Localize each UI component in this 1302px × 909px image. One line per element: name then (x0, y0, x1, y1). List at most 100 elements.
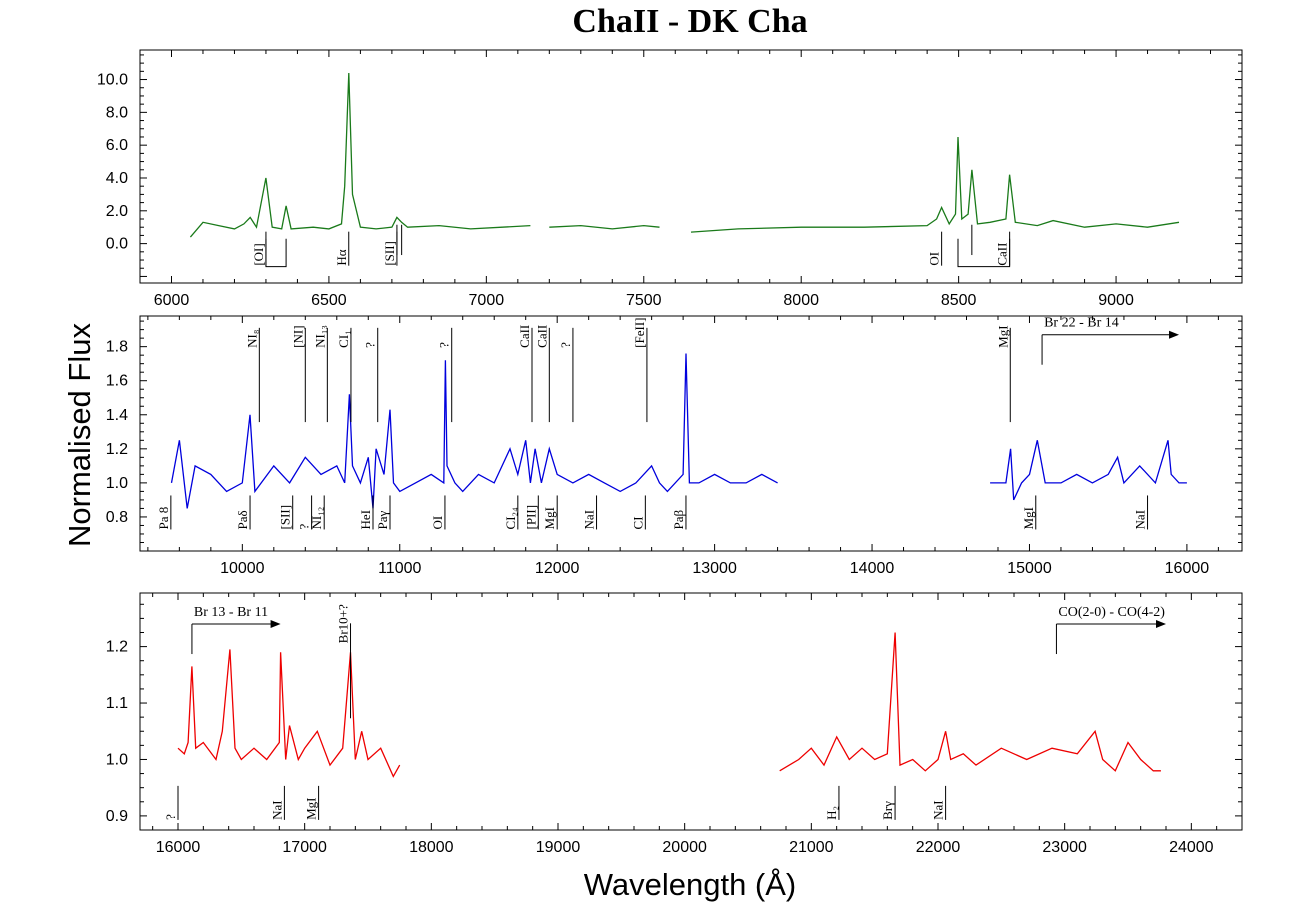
x-tick-label: 10000 (220, 560, 265, 577)
spectral-line-label: CI₁ (336, 330, 351, 348)
x-tick-label: 21000 (789, 839, 834, 856)
spectrum-series-2 (990, 440, 1187, 501)
x-axis-label: Wavelength (Å) (584, 867, 797, 902)
spectral-line-label: Br10+? (336, 604, 351, 643)
x-tick-label: 11000 (378, 560, 421, 577)
y-tick-label: 8.0 (106, 104, 128, 121)
x-tick-label: 7000 (469, 292, 505, 309)
x-tick-label: 13000 (692, 560, 737, 577)
spectral-line-label: H₂ (824, 806, 839, 820)
doublet-bracket (265, 238, 287, 268)
x-tick-label: 15000 (1007, 560, 1052, 577)
y-tick-label: 0.8 (106, 509, 128, 526)
spectral-line-label: NI₁₂ (309, 507, 324, 530)
spectral-line-label: CaII (995, 243, 1010, 266)
x-tick-label: 17000 (282, 839, 327, 856)
spectrum-series-2 (779, 632, 1161, 772)
y-tick-label: 0.9 (106, 808, 128, 825)
spectral-line-label: Paδ (235, 510, 250, 529)
y-tick-label: 1.4 (106, 407, 128, 424)
y-axis-label: Normalised Flux (62, 323, 97, 547)
spectrum-series-1 (170, 353, 778, 509)
x-tick-label: 14000 (850, 560, 895, 577)
x-tick-label: 18000 (409, 839, 454, 856)
y-tick-label: 4.0 (106, 170, 128, 187)
plot-frame (139, 592, 1243, 831)
figure-title: ChaII - DK Cha (572, 3, 807, 40)
spectral-line-label: Paγ (375, 510, 390, 529)
spectral-line-label: [OI] (251, 243, 266, 265)
y-tick-label: 1.0 (106, 751, 128, 768)
spectral-line-label: ? (363, 342, 378, 348)
spectral-line-label: Pa 8 (156, 507, 171, 530)
spectral-line-label: [PII] (523, 505, 538, 530)
spectral-line-label: NaI (931, 800, 946, 820)
spectral-line-label: [SII] (382, 241, 397, 266)
y-tick-label: 1.2 (106, 639, 128, 656)
x-tick-label: 8500 (941, 292, 977, 309)
spectral-line-label: NaI (582, 510, 597, 530)
x-tick-label: 6000 (154, 292, 190, 309)
range-arrow-label: Br 13 - Br 11 (194, 605, 268, 620)
spectral-line-label: NI₁₃ (312, 325, 327, 348)
panel-1: 6000 6500 7000 7500 8000 8500 9000 0.0 2.0 4.0 6.0… (97, 49, 1243, 309)
x-tick-label: 9000 (1098, 292, 1134, 309)
spectral-line-label: NaI (269, 800, 284, 820)
spectral-line-label: CaII (517, 325, 532, 348)
spectral-line-label: NaI (1133, 510, 1148, 530)
range-arrow-head (270, 620, 281, 629)
x-tick-label: 22000 (916, 839, 961, 856)
spectral-line-label: Hα (334, 249, 349, 265)
spectral-line-label: Paβ (671, 509, 686, 529)
panel-3: 16000 17000 18000 19000 20000 21000 22000 23000… (106, 592, 1243, 856)
spectrum-series-2 (549, 224, 660, 230)
x-tick-label: 12000 (535, 560, 580, 577)
spectral-line-label: ? (558, 342, 573, 348)
x-tick-label: 16000 (1165, 560, 1210, 577)
y-tick-label: 1.1 (106, 695, 128, 712)
x-tick-label: 8000 (783, 292, 819, 309)
spectral-line-label: [FeII] (632, 318, 647, 348)
x-tick-label: 19000 (536, 839, 581, 856)
y-tick-label: 1.8 (106, 339, 128, 356)
y-tick-label: 6.0 (106, 137, 128, 154)
y-tick-label: 0.0 (106, 236, 128, 253)
x-tick-label: 16000 (156, 839, 201, 856)
spectral-line-label: HeI (358, 510, 373, 530)
spectral-line-label: ? (437, 342, 452, 348)
y-tick-label: 1.2 (106, 441, 128, 458)
y-tick-label: 1.0 (106, 475, 128, 492)
x-tick-label: 23000 (1042, 839, 1087, 856)
spectral-line-label: CaII (534, 325, 549, 348)
x-tick-label: 20000 (662, 839, 707, 856)
range-arrow-label: Br 22 - Br 14 (1044, 316, 1119, 331)
x-tick-label: 7500 (626, 292, 662, 309)
spectral-line-label: ? (297, 523, 312, 529)
spectral-line-label: MgI (542, 507, 557, 529)
plot-frame (139, 49, 1243, 284)
y-tick-label: 10.0 (97, 72, 128, 89)
range-arrow-head (1169, 330, 1180, 339)
spectral-line-label: MgI (304, 798, 319, 820)
y-tick-label: 1.6 (106, 373, 128, 390)
spectral-line-label: CI₂₄ (503, 507, 518, 530)
plot-frame (139, 315, 1243, 552)
spectral-line-label: CI (630, 516, 645, 529)
spectrum-series-1 (177, 649, 401, 778)
spectrum-series-1 (189, 72, 531, 238)
spectrum-series-3 (690, 136, 1180, 233)
spectral-line-label: NI₈ (244, 330, 259, 348)
y-tick-label: 2.0 (106, 203, 128, 220)
panel-2: 10000 11000 12000 13000 14000 15000 16000 0.8 1.… (106, 315, 1243, 577)
panels: 6000 6500 7000 7500 8000 8500 9000 0.0 2.0 4.0 6.0… (97, 49, 1243, 856)
x-tick-label: 6500 (311, 292, 347, 309)
spectral-line-label: MgI (1021, 507, 1036, 529)
spectral-line-label: Brγ (880, 801, 895, 820)
spectral-line-label: OI (927, 252, 942, 266)
doublet-bracket (957, 238, 1011, 268)
spectral-line-label: MgI (995, 325, 1010, 347)
spectral-line-label: [NI] (290, 325, 305, 347)
range-arrow-head (1156, 620, 1166, 629)
x-tick-label: 24000 (1169, 839, 1214, 856)
